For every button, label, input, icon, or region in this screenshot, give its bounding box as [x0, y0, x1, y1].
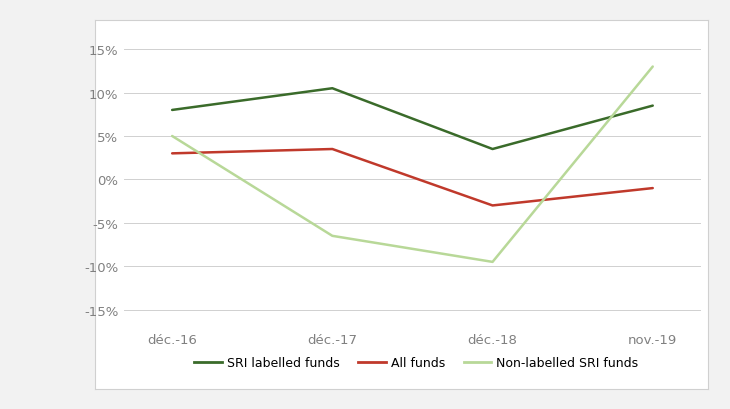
Legend: SRI labelled funds, All funds, Non-labelled SRI funds: SRI labelled funds, All funds, Non-label… — [189, 351, 643, 374]
